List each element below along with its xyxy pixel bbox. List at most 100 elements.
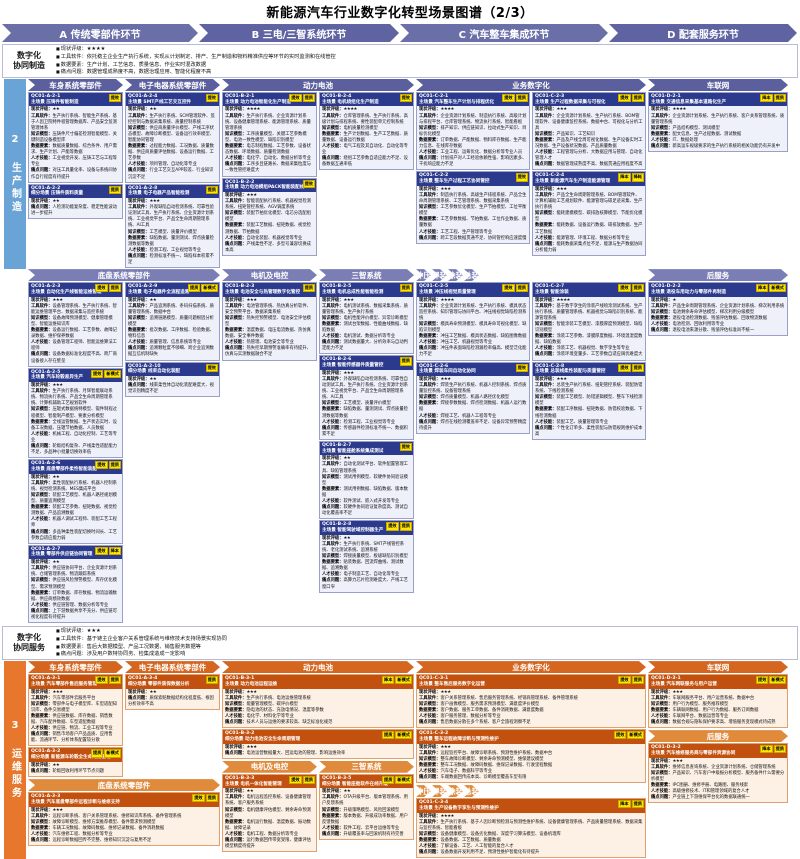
card-badge[interactable]: 提质 [515, 94, 528, 103]
card-badge[interactable]: 降本 [618, 800, 631, 809]
card-badge[interactable]: 降本 [382, 676, 395, 685]
card-badge[interactable]: 提质 [302, 284, 315, 293]
card-badge[interactable]: 提质 [91, 749, 104, 758]
subhead-painting-service[interactable]: 涂装 [448, 786, 463, 796]
card-header[interactable]: QC01-C-2-4 主场景 新能源汽车生产制造能源管理 降本 降耗 [533, 172, 645, 186]
card-badge[interactable]: 提效 [614, 731, 627, 740]
card-badge[interactable]: 提效 [205, 363, 218, 372]
card-header[interactable]: QC01-A-2-1 主场景 压铸件智能制造 提效 [29, 93, 122, 107]
subhead-after-service-service[interactable]: 后服务 [648, 730, 788, 742]
card-header[interactable]: QC01-B-3-2 细分场景 动力电池安全生命周期管理 提质 新模式 [223, 730, 413, 744]
card-badge[interactable]: 提效 [95, 546, 108, 555]
scenario-card[interactable]: QC01-A-2-10 细分场景 线束自动化装配 提效 现状评级：★★ 痛点问题：线束柔… [125, 361, 220, 398]
card-badge[interactable]: 提效 [618, 363, 631, 372]
card-header[interactable]: QC01-C-2-1 主场景 汽车整车生产计划与排程优化 提效 提质 [417, 93, 529, 107]
card-header[interactable]: QC01-A-3-1 主场景 汽车零部件售后服务管理 提效 提质 [29, 675, 122, 689]
card-badge[interactable]: 降耗 [631, 173, 644, 182]
scenario-card[interactable]: QC01-C-2-4 主场景 新能源汽车生产制造能源管理 降本 降耗 现状评级：★★★ 工… [532, 171, 646, 256]
subhead-stamping-service[interactable]: 冲压 [416, 786, 431, 796]
phase-chevron-c[interactable]: C 汽车整车集成环节 [400, 24, 608, 42]
card-badge[interactable]: 提效 [108, 94, 121, 103]
subhead-painting[interactable]: 涂装 [448, 270, 463, 280]
card-header[interactable]: QC01-C-3-4 主场景 生产设备数字孪生与预测性维护 降本 提质 [417, 799, 645, 813]
scenario-card[interactable]: QC01-C-3-1 主场景 整车售后服务数字化运营 提效 提质 现状评级：★★★ 工具软… [416, 674, 646, 729]
card-badge[interactable]: 提效 [386, 522, 399, 531]
card-header[interactable]: QC01-A-2-5 主场景 汽车轮毂差异生产 提效 新模式 [29, 368, 122, 383]
scenario-card[interactable]: QC01-C-2-6 主场景 焊装车间自动化协同 提效 现状评级：★★★ 工具软件：焊装… [416, 361, 530, 434]
card-badge[interactable]: 提效 [502, 94, 515, 103]
card-badge[interactable]: 新模式 [395, 731, 412, 740]
subhead-chassis[interactable]: 底盘系统零部件 [28, 269, 220, 281]
subhead-motor-service[interactable]: 电机及电控 [222, 761, 317, 773]
subhead-iov[interactable]: 车联网 [648, 79, 788, 91]
card-badge[interactable]: 提质 [205, 676, 218, 685]
card-badge[interactable]: 提效 [756, 676, 769, 685]
card-badge[interactable]: 提质 [302, 94, 315, 103]
card-badge[interactable]: 提效 [91, 369, 104, 378]
card-header[interactable]: QC01-B-2-1 主场景 动力电池智能化生产制造 提效 提质 [223, 93, 316, 107]
card-badge[interactable]: 降本 [756, 284, 769, 293]
card-header[interactable]: QC01-C-3-1 主场景 整车售后服务数字化运营 提效 提质 [417, 675, 645, 689]
card-header[interactable]: QC01-D-3-2 主场景 汽车维修服务商与零部件资源协同 降本 提质 [649, 744, 787, 758]
card-badge[interactable]: 提质 [108, 676, 121, 685]
card-header[interactable]: QC01-C-2-3 主场景 生产过程数据采集与可视化 提效 提质 [533, 93, 645, 107]
scenario-card[interactable]: QC01-D-2-1 主场景 交通信息采集基本道路化生产 降本 提质 现状评级：★★★★… [648, 92, 788, 153]
card-badge[interactable]: 提效 [399, 442, 412, 452]
card-header[interactable]: QC01-B-2-5 主场景 电机总成性能智能检测 提质 [320, 283, 413, 297]
subhead-battery-service[interactable]: 动力电池 [222, 661, 414, 673]
scenario-card[interactable]: QC01-A-3-2 细分场景 新能源车轮毂全生命周期管理 提质 新模式 现状评级：★★… [28, 747, 123, 778]
scenario-card[interactable]: QC01-B-2-7 主场景 智能座舱系统集成测试 提效 现状评级：★★ 工具软件：自动… [319, 440, 414, 520]
card-header[interactable]: QC01-C-2-2 主场景 整车生产过程工艺协同管控 提效 [417, 172, 529, 186]
card-badge[interactable]: 提效 [289, 775, 302, 785]
card-header[interactable]: QC01-D-2-2 主场景 退役车用动力与零部件再制造 降本 新模式 [649, 283, 787, 297]
card-header[interactable]: QC01-B-2-3 主场景 电池安全与热管理数字化管控 提质 [223, 283, 316, 297]
card-badge[interactable]: 提效 [618, 284, 631, 293]
scenario-card[interactable]: QC01-A-2-1 主场景 压铸件智能制造 提效 现状评级：★★ 工具软件：生产执行系… [28, 92, 123, 183]
card-badge[interactable]: 提质 [631, 94, 644, 103]
card-badge[interactable]: 降本 [108, 546, 121, 555]
card-badge[interactable]: 降本 [760, 94, 773, 103]
scenario-card[interactable]: QC01-C-3-2 主场景 整车远程故障诊断与预测性维护 提效 新模式 现状评级：★★… [416, 729, 646, 784]
card-header[interactable]: QC01-A-2-7 主场景 零部件供应链协同管理 提效 降本 [29, 545, 122, 560]
subhead-chassis-service[interactable]: 底盘系统零部件 [28, 779, 220, 791]
scenario-card[interactable]: QC01-A-2-7 主场景 零部件供应链协同管理 提效 降本 现状评级：★★ 工具软件：… [28, 544, 123, 624]
card-header[interactable]: QC01-A-2-10 细分场景 线束自动化装配 提效 [126, 362, 219, 376]
card-badge[interactable]: 提质 [631, 800, 644, 809]
card-badge[interactable]: 提效 [95, 284, 108, 293]
card-badge[interactable]: 提质 [188, 284, 201, 293]
card-header[interactable]: QC01-C-2-8 主场景 总装线柔性装配与质量管控 提效 提质 [533, 362, 645, 376]
subhead-electronics[interactable]: 电子电器系统零部件 [125, 79, 220, 91]
subhead-smart-service[interactable]: 三智系统 [319, 761, 414, 773]
scenario-card[interactable]: QC01-B-2-1 主场景 动力电池智能化生产制造 提效 提质 现状评级：★★★★ 工具… [222, 92, 317, 177]
card-badge[interactable]: 提效 [618, 676, 631, 685]
card-badge[interactable]: 提质 [382, 731, 395, 740]
scenario-card[interactable]: QC01-B-2-3 主场景 电池安全与热管理数字化管控 提质 现状评级：★★★ 工具软… [222, 282, 317, 361]
subhead-stamping[interactable]: 冲压 [416, 270, 431, 280]
scenario-card[interactable]: QC01-B-3-2 细分场景 动力电池安全生命周期管理 提质 新模式 现状评级：★★★… [222, 729, 414, 759]
card-header[interactable]: QC01-B-3-3 主场景 电机一体化智能管理 提效 提质 [223, 774, 316, 789]
card-header[interactable]: QC01-A-3-2 细分场景 新能源车轮毂全生命周期管理 提质 新模式 [29, 748, 122, 762]
subhead-assembly[interactable]: 总装 [464, 270, 479, 280]
card-header[interactable]: QC01-A-2-6 主场景 底盘零部件柔性智能装配 提效 提质 [29, 460, 122, 474]
scenario-card[interactable]: QC01-D-3-1 主场景 汽车网联服务与用户运营 提效 新模式 现状评级：★★★ 工具… [648, 674, 788, 729]
card-badge[interactable]: 提质 [399, 522, 412, 531]
card-badge[interactable]: 提效 [95, 461, 108, 470]
card-header[interactable]: QC01-C-2-5 主场景 冲压线视觉质量管理 提效 提质 [417, 283, 529, 297]
card-header[interactable]: QC01-A-2-9 主场景 电子电器件全流程追溯 提质 新模式 [126, 283, 219, 297]
phase-chevron-b[interactable]: B 三电/三智系统环节 [199, 24, 399, 42]
subhead-business-digital-service[interactable]: 业务数字化 [416, 661, 646, 673]
card-badge[interactable]: 新模式 [627, 731, 644, 740]
subhead-after-service[interactable]: 后服务 [648, 269, 788, 281]
card-badge[interactable]: 新模式 [769, 676, 786, 685]
card-header[interactable]: QC01-B-2-8 主场景 智能驾驶域控制器生产 提效 提质 [320, 521, 413, 535]
card-badge[interactable]: 提效 [515, 363, 528, 372]
card-badge[interactable]: 提效 [502, 284, 515, 293]
subhead-smart[interactable]: 三智系统 [319, 269, 414, 281]
card-badge[interactable]: 提效 [192, 794, 205, 803]
card-badge[interactable]: 提效 [289, 94, 302, 103]
card-header[interactable]: QC01-B-2-4 主场景 电机绕组化生产制造 提效 [320, 93, 413, 107]
card-header[interactable]: QC01-B-3-5 细分场景 智能座舱软件在线升级 提质 新模式 [320, 774, 413, 789]
card-badge[interactable]: 提质 [631, 676, 644, 685]
scenario-card[interactable]: QC01-A-2-2 细分场景 压铸件质料质量 提质 现状评级：★★ 痛点问题：人检测功… [28, 183, 123, 220]
card-header[interactable]: QC01-B-3-1 主场景 动力电池运程运维 降本 新模式 [223, 675, 413, 689]
